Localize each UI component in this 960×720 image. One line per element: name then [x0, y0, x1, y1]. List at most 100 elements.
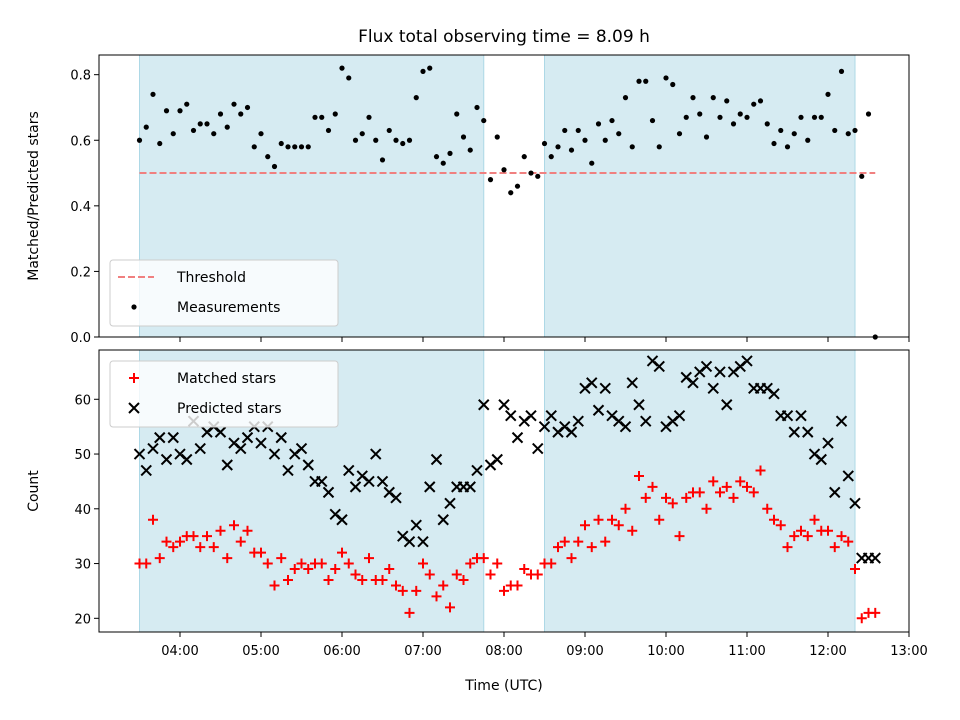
data-point [437, 514, 449, 526]
data-point [379, 157, 386, 163]
data-point [647, 481, 658, 492]
data-point [337, 547, 347, 558]
data-point [330, 564, 341, 575]
data-point [343, 558, 354, 569]
data-point [656, 144, 662, 150]
x-tick-label: 11:00 [728, 644, 765, 659]
data-point [458, 574, 469, 585]
y-tick-label: 0.6 [70, 134, 91, 149]
legend-marker [129, 373, 139, 383]
bottom-panel: 20 30 40 50 60 04:00 05:00 06:00 07:00 08:00 09:00… [26, 349, 928, 694]
data-point [823, 525, 833, 536]
data-point [602, 137, 608, 143]
data-point [512, 580, 523, 591]
data-point [730, 121, 737, 127]
data-point [572, 415, 584, 427]
data-point [636, 78, 642, 84]
data-point [235, 536, 246, 547]
data-point [620, 503, 631, 514]
data-point [842, 470, 854, 482]
data-point [545, 410, 557, 422]
data-point [190, 127, 197, 134]
data-point [208, 542, 219, 553]
data-point [211, 131, 217, 137]
data-point [532, 569, 543, 580]
data-point [811, 114, 818, 120]
data-point [302, 459, 314, 471]
y-tick-label: 60 [74, 393, 91, 408]
y-axis-label: Count [26, 470, 42, 512]
data-point [292, 144, 298, 150]
legend-label: Predicted stars [177, 401, 282, 417]
data-point [667, 498, 678, 509]
data-point [339, 65, 345, 71]
data-point [781, 410, 794, 422]
data-point [592, 404, 605, 416]
data-point [589, 160, 595, 166]
data-point [283, 574, 293, 585]
data-point [525, 410, 537, 422]
data-point [163, 108, 170, 114]
data-point [444, 497, 456, 510]
data-point [238, 111, 244, 117]
data-point [845, 131, 851, 137]
data-point [498, 399, 510, 411]
data-point [622, 95, 629, 101]
data-point [195, 542, 206, 553]
data-point [764, 121, 770, 127]
data-point [593, 514, 604, 525]
data-point [575, 127, 581, 134]
data-point [859, 173, 865, 179]
data-point [418, 558, 428, 569]
data-point [454, 111, 460, 117]
data-point [735, 476, 746, 487]
data-point [870, 607, 881, 618]
data-point [649, 117, 656, 124]
data-point [424, 569, 435, 580]
data-point [413, 95, 419, 101]
x-tick-label: 10:00 [647, 644, 684, 659]
data-point [133, 448, 146, 460]
data-point [363, 475, 375, 488]
series-measurements [136, 65, 878, 340]
legend-marker [131, 304, 137, 310]
data-point [822, 437, 834, 449]
legend-box [109, 259, 339, 327]
data-point [521, 154, 527, 160]
data-point [275, 431, 287, 444]
observing-window [544, 54, 856, 338]
data-point [838, 68, 845, 74]
legend-label: Measurements [177, 300, 280, 316]
data-point [357, 574, 368, 585]
data-point [852, 127, 858, 134]
data-point [485, 569, 496, 580]
data-point [789, 531, 800, 542]
data-point [303, 564, 314, 575]
x-tick-label: 09:00 [566, 644, 603, 659]
data-point [214, 426, 227, 438]
data-point [271, 163, 278, 170]
data-point [204, 121, 210, 127]
data-point [626, 377, 638, 389]
data-point [582, 137, 588, 143]
data-point [167, 431, 179, 444]
data-point [757, 98, 764, 104]
data-point [175, 536, 185, 547]
data-point [177, 108, 183, 114]
data-point [397, 585, 408, 596]
y-tick-label: 30 [74, 558, 91, 573]
data-point [856, 613, 867, 624]
data-point [298, 144, 305, 150]
data-point [619, 420, 632, 433]
data-point [546, 558, 557, 569]
data-point [296, 558, 307, 569]
data-point [262, 558, 273, 569]
data-point [607, 514, 617, 525]
y-tick-label: 0.0 [70, 331, 91, 346]
data-point [825, 91, 831, 97]
data-point [478, 399, 490, 411]
data-point [566, 553, 577, 564]
y-tick-label: 0.2 [70, 265, 91, 280]
data-point [325, 127, 332, 134]
